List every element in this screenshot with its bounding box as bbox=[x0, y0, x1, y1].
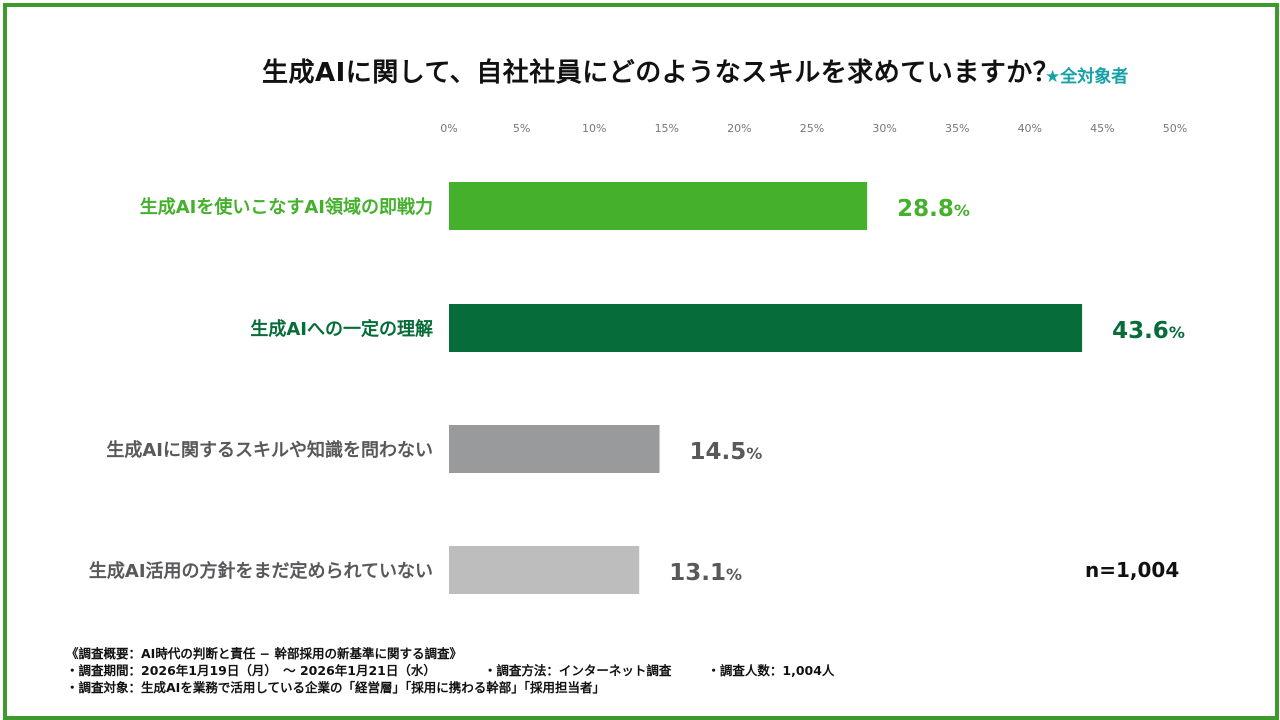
bar bbox=[449, 546, 640, 594]
data-label: 14.5% bbox=[690, 439, 763, 465]
x-tick-label: 35% bbox=[945, 122, 969, 135]
chart-frame bbox=[3, 3, 1279, 720]
sample-size: n=1,004 bbox=[1085, 558, 1180, 582]
survey-method: ・調査方法：インターネット調査 bbox=[483, 663, 672, 678]
data-label: 43.6% bbox=[1112, 318, 1185, 344]
x-tick-label: 0% bbox=[440, 122, 457, 135]
category-label: 生成AIに関するスキルや知識を問わない bbox=[106, 439, 433, 461]
bar bbox=[449, 182, 868, 230]
category-label: 生成AIを使いこなすAI領域の即戦力 bbox=[140, 196, 433, 218]
x-tick-label: 15% bbox=[655, 122, 679, 135]
survey-respondents: ・調査人数：1,004人 bbox=[707, 663, 835, 678]
category-label: 生成AI活用の方針をまだ定められていない bbox=[89, 560, 433, 582]
survey-subjects: ・調査対象：生成AIを業務で活用している企業の「経営層」「採用に携わる幹部」「採… bbox=[66, 680, 605, 695]
data-label: 13.1% bbox=[669, 560, 742, 586]
x-tick-label: 45% bbox=[1090, 122, 1114, 135]
survey-overview: 《調査概要：AI時代の判断と責任 − 幹部採用の新基準に関する調査》 bbox=[66, 646, 463, 661]
x-tick-label: 30% bbox=[872, 122, 896, 135]
survey-period: ・調査期間：2026年1月19日（月） ～ 2026年1月21日（水） bbox=[66, 663, 436, 678]
survey-notes: 《調査概要：AI時代の判断と責任 − 幹部採用の新基準に関する調査》 ・調査期間… bbox=[66, 645, 834, 696]
survey-details-line: ・調査期間：2026年1月19日（月） ～ 2026年1月21日（水） ・調査方法… bbox=[66, 662, 834, 679]
x-tick-label: 25% bbox=[800, 122, 824, 135]
x-tick-label: 50% bbox=[1163, 122, 1187, 135]
data-label: 28.8% bbox=[897, 196, 970, 222]
x-tick-label: 40% bbox=[1018, 122, 1042, 135]
x-tick-label: 5% bbox=[513, 122, 530, 135]
category-label: 生成AIへの一定の理解 bbox=[250, 318, 433, 340]
chart-title: 生成AIに関して、自社社員にどのようなスキルを求めていますか？ bbox=[262, 58, 1060, 88]
x-tick-label: 10% bbox=[582, 122, 606, 135]
bar bbox=[449, 304, 1083, 352]
x-tick-label: 20% bbox=[727, 122, 751, 135]
bar bbox=[449, 425, 660, 473]
target-label: ★全対象者 bbox=[1045, 67, 1129, 87]
